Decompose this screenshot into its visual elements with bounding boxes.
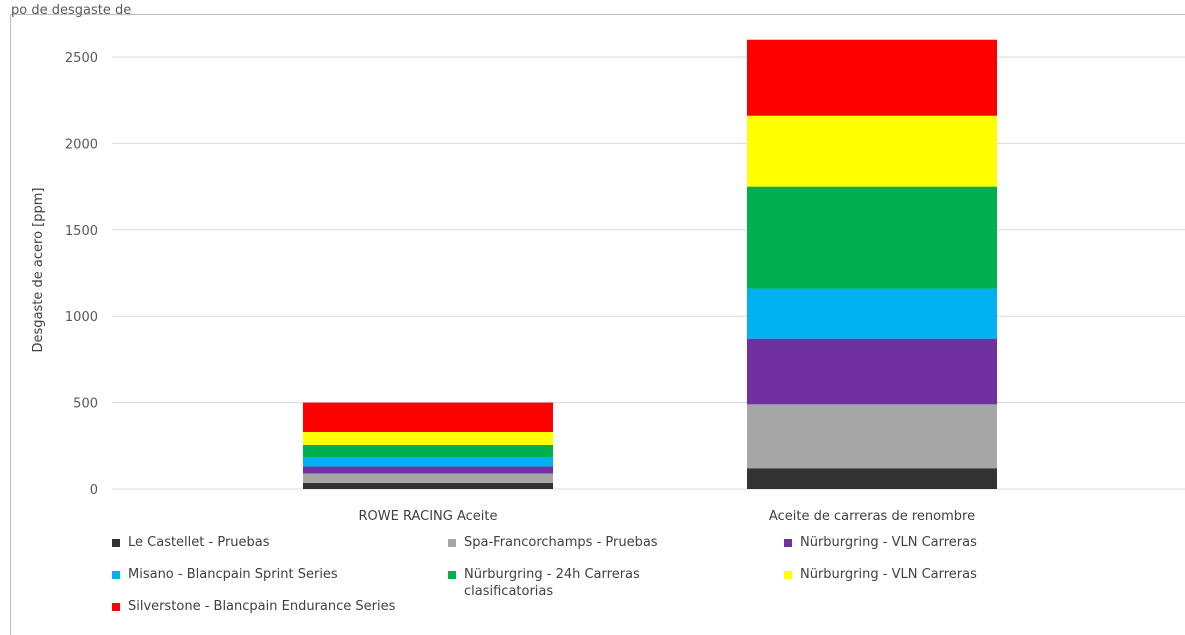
y-axis-label: Desgaste de acero [ppm]: [31, 188, 46, 353]
legend-swatch: [112, 603, 120, 611]
legend-label: Nürburgring - VLN Carreras: [800, 535, 977, 550]
legend-swatch: [112, 539, 120, 547]
bar-segment: [303, 444, 553, 458]
legend-item: Nürburgring - VLN Carreras: [784, 534, 1084, 551]
stacked-bar-chart: 0 500 1000 1500 2000 2500 ROWE RACING Aceite A…: [31, 39, 1185, 524]
bar-segment: [747, 404, 997, 469]
legend-item: Misano - Blancpain Sprint Series: [112, 566, 412, 583]
bar-segment: [303, 431, 553, 445]
bar-segment: [747, 186, 997, 289]
bar-segment: [303, 466, 553, 474]
bar-segment: [303, 402, 553, 432]
y-tick-label: 2500: [65, 51, 98, 66]
bar-segment: [747, 115, 997, 187]
legend-swatch: [448, 539, 456, 547]
legend-item: Spa-Francorchamps - Pruebas: [448, 534, 748, 551]
legend-label: Misano - Blancpain Sprint Series: [128, 567, 338, 582]
legend-swatch: [112, 571, 120, 579]
bar-segment: [747, 468, 997, 489]
legend-label: Nürburgring - 24h Carreras clasificatori…: [464, 567, 640, 599]
legend-item: Le Castellet - Pruebas: [112, 534, 412, 551]
y-tick-label: 2000: [65, 137, 98, 152]
legend-item: Nürburgring - VLN Carreras: [784, 566, 1084, 583]
legend-swatch: [784, 539, 792, 547]
y-tick-label: 500: [73, 397, 98, 412]
legend-item: Nürburgring - 24h Carreras clasificatori…: [448, 566, 748, 600]
bar-segment: [747, 338, 997, 405]
bar-segment: [303, 457, 553, 467]
legend-swatch: [784, 571, 792, 579]
legend-label: Le Castellet - Pruebas: [128, 535, 270, 550]
bar-segment: [303, 482, 553, 489]
legend-label: Spa-Francorchamps - Pruebas: [464, 535, 658, 550]
y-tick-label: 0: [90, 483, 98, 498]
y-tick-label: 1500: [65, 224, 98, 239]
x-tick-label: Aceite de carreras de renombre: [769, 509, 975, 524]
chart-frame: po de desgaste de: [10, 3, 1185, 635]
clipped-title: po de desgaste de: [11, 3, 132, 18]
bar-segment: [747, 39, 997, 116]
legend-label: Nürburgring - VLN Carreras: [800, 567, 977, 582]
x-tick-label: ROWE RACING Aceite: [359, 509, 498, 524]
y-tick-label: 1000: [65, 310, 98, 325]
legend-item: Silverstone - Blancpain Endurance Series: [112, 598, 412, 615]
bar-segment: [303, 473, 553, 483]
legend-swatch: [448, 571, 456, 579]
bar-segment: [747, 288, 997, 339]
legend-label: Silverstone - Blancpain Endurance Series: [128, 599, 396, 614]
